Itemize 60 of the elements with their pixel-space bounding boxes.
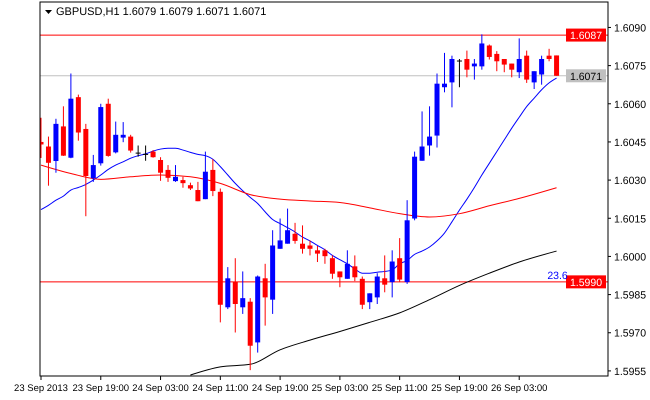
candlestick — [292, 222, 298, 244]
candlestick — [546, 48, 552, 62]
candlestick — [509, 63, 514, 78]
x-tick-label: 23 Sep 2013 — [14, 383, 68, 394]
annotation: 23.6 — [547, 270, 568, 282]
y-tick-label: 1.6060 — [614, 98, 646, 111]
candlestick — [195, 181, 200, 202]
candlestick — [554, 54, 560, 76]
candlestick — [172, 164, 178, 182]
candlestick — [442, 52, 447, 93]
candlestick — [472, 58, 477, 80]
y-tick-label: 1.6075 — [614, 60, 646, 73]
candlestick — [278, 218, 283, 250]
y-tick-label: 1.5970 — [614, 328, 646, 340]
ref-line-label: 1.6071 — [570, 70, 602, 83]
candlestick — [136, 144, 141, 158]
candlestick — [479, 34, 484, 70]
candlestick — [314, 245, 320, 263]
candlestick — [532, 70, 537, 90]
x-tick-label: 25 Sep 03:00 — [312, 383, 368, 394]
candlestick — [456, 58, 462, 88]
candlestick — [502, 58, 507, 73]
candlestick — [300, 224, 306, 254]
ref-line-label: 1.6087 — [570, 30, 602, 42]
candlestick — [90, 154, 96, 182]
candlestick — [464, 50, 470, 78]
candlestick — [143, 144, 148, 162]
chart-title: GBPUSD,H1 1.6079 1.6079 1.6071 1.6071 — [56, 6, 266, 18]
candlestick — [539, 55, 544, 86]
candlestick — [113, 121, 118, 154]
y-tick-label: 1.6000 — [614, 251, 646, 264]
y-tick-label: 1.5985 — [614, 290, 646, 302]
candlestick — [307, 240, 312, 256]
candlestick — [240, 270, 246, 314]
candlestick — [128, 134, 134, 154]
x-tick-label: 25 Sep 19:00 — [431, 383, 488, 394]
candlestick — [427, 106, 432, 156]
candlestick — [420, 110, 425, 162]
candlestick — [330, 254, 335, 280]
x-tick-label: 26 Sep 03:00 — [490, 383, 548, 394]
x-tick-label: 23 Sep 19:00 — [72, 383, 130, 394]
x-tick-label: 25 Sep 11:00 — [372, 383, 428, 394]
y-tick-label: 1.6090 — [614, 22, 646, 34]
candlestick — [494, 50, 500, 72]
y-tick-label: 1.5955 — [614, 366, 646, 378]
candlestick — [285, 208, 290, 244]
candlestick — [180, 176, 186, 188]
y-tick-label: 1.6030 — [614, 175, 646, 188]
candlestick — [516, 38, 522, 79]
y-tick-label: 1.6045 — [614, 136, 646, 149]
ref-line-label: 1.5990 — [570, 276, 602, 289]
x-tick-label: 24 Sep 03:00 — [132, 383, 189, 394]
candlestick — [524, 50, 530, 84]
y-tick-label: 1.6015 — [614, 213, 646, 226]
candlestick — [486, 44, 492, 60]
candlestick — [449, 55, 454, 108]
candlestick — [367, 292, 372, 310]
x-tick-label: 24 Sep 11:00 — [192, 383, 248, 394]
x-tick-label: 24 Sep 19:00 — [252, 383, 308, 394]
candlestick — [322, 248, 328, 264]
